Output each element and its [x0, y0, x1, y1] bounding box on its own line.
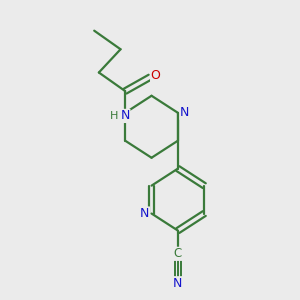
Text: N: N — [121, 110, 130, 122]
Text: H: H — [110, 111, 118, 121]
Text: N: N — [180, 106, 189, 119]
Text: O: O — [151, 69, 160, 82]
Text: N: N — [140, 207, 149, 220]
Text: N: N — [173, 277, 183, 290]
Text: C: C — [174, 247, 182, 260]
